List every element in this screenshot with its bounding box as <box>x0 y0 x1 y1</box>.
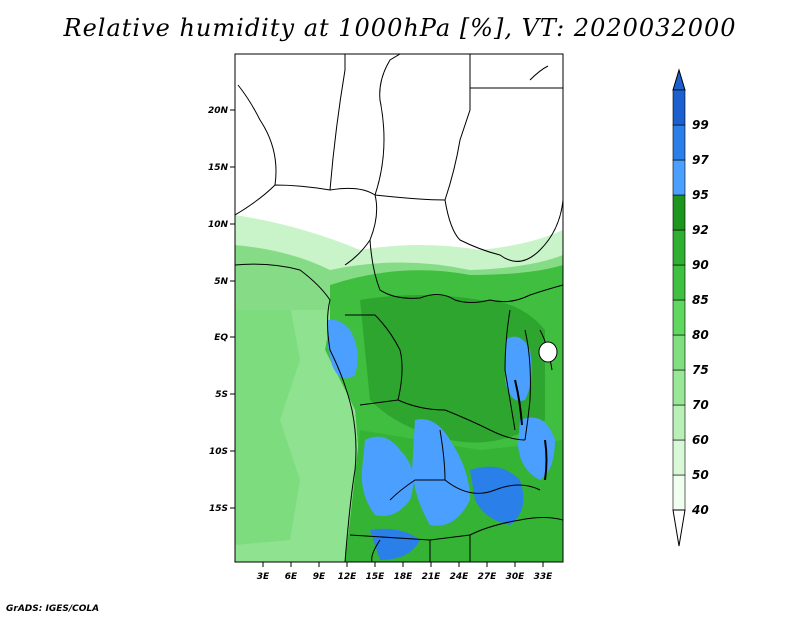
colorbar-box <box>672 264 686 301</box>
lat-tick-label: 15N <box>208 163 229 173</box>
colorbar-under-triangle <box>672 509 686 547</box>
colorbar-label: 75 <box>692 363 709 377</box>
lake-malawi <box>544 439 548 481</box>
lat-tick-label: 5S <box>215 390 228 400</box>
ocean-humidity-patch <box>235 300 300 545</box>
lon-tick-label: 21E <box>422 572 442 582</box>
colorbar-label: 80 <box>692 328 709 342</box>
lake-victoria <box>538 341 558 363</box>
colorbar-label: 50 <box>692 468 709 482</box>
colorbar-box <box>672 334 686 371</box>
colorbar-box <box>672 89 686 126</box>
colorbar-label: 99 <box>692 118 709 132</box>
country-borders <box>235 54 563 562</box>
zambia-saturated-area <box>412 419 470 526</box>
colorbar-box <box>672 229 686 266</box>
colorbar-labels: 40 50 60 70 75 80 85 90 92 95 97 99 <box>691 118 709 517</box>
colorbar-box <box>672 194 686 231</box>
colorbar-boxes <box>672 89 686 511</box>
lat-tick-label: 15S <box>209 504 228 514</box>
colorbar-box <box>672 124 686 161</box>
map-frame <box>234 53 564 563</box>
map-title: Relative humidity at 1000hPa [%], VT: 20… <box>63 14 737 42</box>
lon-axis: 3E 6E 9E 12E 15E 18E 21E 24E 27E 30E 33E <box>257 562 553 582</box>
lat-tick-label: EQ <box>214 333 228 343</box>
colorbar-label: 95 <box>692 188 709 202</box>
lon-tick-label: 18E <box>394 572 414 582</box>
lat-tick-label: 5N <box>214 277 228 287</box>
lon-tick-label: 6E <box>285 572 298 582</box>
lakes-saturated-area <box>505 336 532 401</box>
lon-tick-label: 30E <box>506 572 526 582</box>
lat-tick-label: 10S <box>209 447 228 457</box>
colorbar-box <box>672 299 686 336</box>
lon-tick-label: 3E <box>257 572 270 582</box>
lon-tick-label: 27E <box>478 572 498 582</box>
colorbar-label: 60 <box>692 433 709 447</box>
colorbar-box <box>672 439 686 476</box>
colorbar-label: 90 <box>692 258 709 272</box>
mozambique-saturated-area <box>470 466 524 525</box>
lake-tanganyika <box>514 379 523 426</box>
congo-dark-zone <box>360 295 545 443</box>
lon-tick-label: 12E <box>338 572 358 582</box>
colorbar-box <box>672 474 686 511</box>
colorbar-over-triangle <box>672 68 686 91</box>
grads-credit: GrADS: IGES/COLA <box>6 604 100 614</box>
colorbar-label: 92 <box>692 223 709 237</box>
colorbar-label: 70 <box>692 398 709 412</box>
colorbar-label: 97 <box>692 153 709 167</box>
angola-saturated-area <box>361 436 414 516</box>
lon-tick-label: 33E <box>534 572 554 582</box>
colorbar-label: 40 <box>691 503 709 517</box>
lat-tick-label: 20N <box>208 106 229 116</box>
colorbar-label: 85 <box>692 293 709 307</box>
colorbar-box <box>672 369 686 406</box>
colorbar-box <box>672 159 686 196</box>
colorbar: 40 50 60 70 75 80 85 90 92 95 97 99 <box>672 68 709 547</box>
lon-tick-label: 24E <box>450 572 470 582</box>
lat-tick-label: 10N <box>208 220 229 230</box>
lat-axis: 20N 15N 10N 5N EQ 5S 10S 15S <box>208 106 235 514</box>
colorbar-box <box>672 404 686 441</box>
lon-tick-label: 9E <box>313 572 326 582</box>
gabon-saturated-area <box>327 319 358 379</box>
map-panel <box>235 54 563 562</box>
lon-tick-label: 15E <box>366 572 386 582</box>
